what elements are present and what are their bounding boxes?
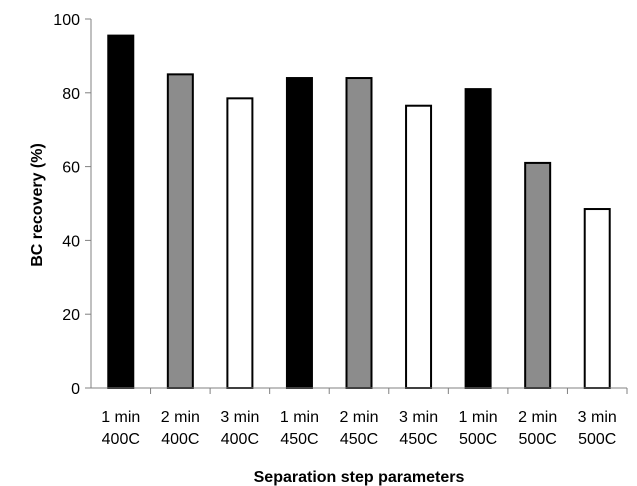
y-tick-label: 100 — [53, 12, 80, 29]
x-tick-label: 400C — [161, 431, 199, 448]
x-tick-label: 400C — [102, 431, 140, 448]
bar — [405, 104, 433, 389]
bar — [524, 161, 552, 389]
bar — [166, 73, 194, 389]
x-axis-title: Separation step parameters — [254, 469, 465, 486]
bar — [345, 77, 373, 389]
x-tick-label: 500C — [578, 431, 616, 448]
y-tick-label: 60 — [62, 160, 80, 177]
x-tick-label: 450C — [340, 431, 378, 448]
x-tick-label: 3 min — [578, 409, 617, 426]
x-tick-label: 1 min — [280, 409, 319, 426]
x-tick-label: 3 min — [399, 409, 438, 426]
x-tick-label: 3 min — [220, 409, 259, 426]
bars — [107, 34, 611, 390]
y-tick-label: 80 — [62, 86, 80, 103]
x-tick-label: 1 min — [101, 409, 140, 426]
x-tick-label: 500C — [519, 431, 557, 448]
x-tick-label: 1 min — [459, 409, 498, 426]
x-tick-label: 2 min — [518, 409, 557, 426]
bar — [107, 34, 135, 389]
x-axis-ticks: 1 min 400C 2 min 400C 3 min 400C 1 min 450C 2 mi… — [101, 388, 628, 448]
y-tick-label: 40 — [62, 233, 80, 250]
bar — [285, 77, 313, 389]
x-tick-label: 500C — [459, 431, 497, 448]
y-tick-label: 0 — [71, 381, 80, 398]
x-tick-label: 450C — [399, 431, 437, 448]
x-tick-label: 450C — [280, 431, 318, 448]
y-axis-title: BC recovery (%) — [29, 143, 46, 267]
y-tick-label: 20 — [62, 307, 80, 324]
x-tick-label: 2 min — [339, 409, 378, 426]
y-axis-ticks: 0 20 40 60 80 100 — [53, 12, 91, 398]
x-tick-label: 2 min — [161, 409, 200, 426]
x-tick-label: 400C — [221, 431, 259, 448]
bar — [583, 208, 611, 389]
bar — [226, 97, 254, 390]
bar — [464, 88, 492, 390]
